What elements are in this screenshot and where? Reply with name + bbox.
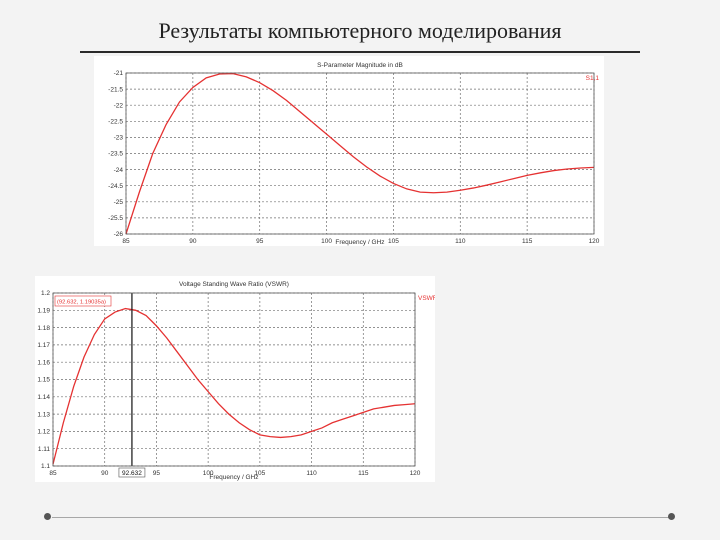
x-tick-label: 100 — [203, 470, 214, 477]
y-tick-label: 1.12 — [37, 429, 50, 436]
series-line — [125, 72, 595, 235]
y-tick-label: 1.14 — [37, 394, 50, 401]
y-tick-label: -23 — [114, 135, 124, 142]
y-tick-label: 1.15 — [37, 377, 50, 384]
plot-frame — [52, 292, 416, 467]
x-tick-label: 95 — [256, 238, 264, 245]
bottom-left-dot — [44, 513, 51, 520]
s-parameter-chart: -21 -21.5 -22 -22.5 -23 -23.5 -24 -24.5 -25 -25.5… — [94, 56, 604, 246]
y-tick-label: -24.5 — [108, 183, 123, 190]
legend-entry: S1,1 — [586, 75, 600, 82]
y-tick-label: 1.2 — [41, 290, 50, 297]
series-line — [52, 307, 416, 465]
y-tick-label: -22 — [114, 102, 124, 109]
y-tick-label: 1.19 — [37, 308, 50, 315]
y-tick-label: -25 — [114, 199, 124, 206]
y-tick-label: -26 — [114, 231, 124, 238]
x-tick-label: 90 — [189, 238, 197, 245]
marker-label-box — [118, 467, 146, 478]
x-tick-label: 120 — [589, 238, 600, 245]
y-tick-label: 1.11 — [38, 446, 51, 453]
x-tick-label: 90 — [101, 470, 109, 477]
y-tick-label: 1.16 — [37, 359, 50, 366]
y-tick-label: 1.13 — [37, 411, 50, 418]
vswr-plot: 1.1 1.11 1.12 1.13 1.14 1.15 1.16 1.17 1.18 1.19 1… — [37, 281, 435, 481]
bottom-divider-line — [52, 517, 672, 518]
y-tick-label: -21 — [114, 70, 124, 77]
x-tick-label: 110 — [455, 238, 466, 245]
x-tick-label: 115 — [358, 470, 369, 477]
y-tick-label: 1.17 — [37, 342, 50, 349]
x-tick-label: 95 — [153, 470, 161, 477]
x-tick-label: 85 — [122, 238, 130, 245]
marker-readout: (92.632, 1.19035a) — [57, 300, 106, 306]
slide-title: Результаты компьютерного моделирования — [158, 18, 562, 43]
title-underline — [80, 51, 640, 53]
x-axis-label: Frequency / GHz — [335, 239, 384, 246]
chart-title: S-Parameter Magnitude in dB — [317, 62, 403, 69]
x-tick-label: 105 — [254, 470, 265, 477]
y-tick-label: 1.1 — [41, 463, 50, 470]
chart-title: Voltage Standing Wave Ratio (VSWR) — [179, 281, 289, 288]
y-tick-label: -22.5 — [108, 119, 123, 126]
marker-readout-box — [54, 295, 112, 307]
bottom-right-dot — [668, 513, 675, 520]
marker-label: 92.632 — [122, 470, 142, 477]
x-tick-label: 120 — [410, 470, 421, 477]
legend-entry: VSWR — [418, 295, 435, 302]
x-tick-label: 110 — [306, 470, 317, 477]
x-tick-label: 105 — [388, 238, 399, 245]
y-tick-label: -23.5 — [108, 151, 123, 158]
plot-frame — [125, 72, 595, 235]
y-tick-label: -21.5 — [108, 86, 123, 93]
y-tick-label: 1.18 — [37, 325, 50, 332]
s-parameter-plot: -21 -21.5 -22 -22.5 -23 -23.5 -24 -24.5 -25 -25.5… — [108, 62, 600, 246]
x-tick-label: 85 — [49, 470, 57, 477]
x-tick-label: 115 — [522, 238, 533, 245]
y-tick-label: -25.5 — [108, 215, 123, 222]
x-axis-label: Frequency / GHz — [209, 474, 258, 481]
vswr-chart: 1.1 1.11 1.12 1.13 1.14 1.15 1.16 1.17 1.18 1.19 1… — [35, 276, 435, 482]
y-tick-label: -24 — [114, 167, 124, 174]
x-tick-label: 100 — [321, 238, 332, 245]
